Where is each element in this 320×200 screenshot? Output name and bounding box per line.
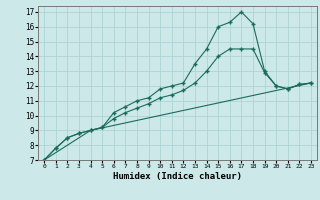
X-axis label: Humidex (Indice chaleur): Humidex (Indice chaleur) (113, 172, 242, 181)
